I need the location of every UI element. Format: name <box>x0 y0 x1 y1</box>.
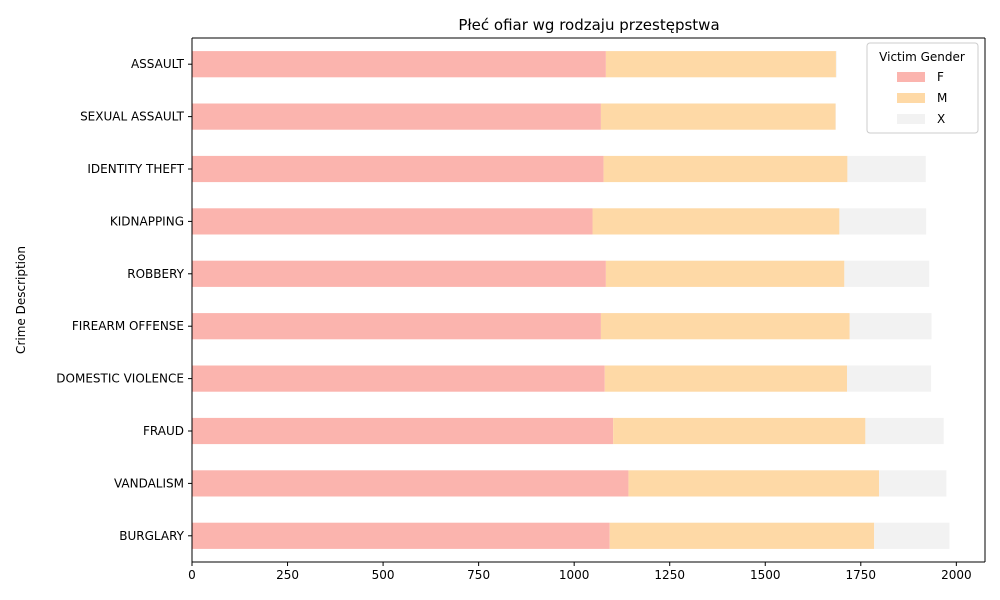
y-tick-label: ROBBERY <box>127 267 184 281</box>
legend-items: FMX <box>897 70 947 126</box>
y-tick-label: IDENTITY THEFT <box>87 162 184 176</box>
x-tick-label: 0 <box>188 568 196 582</box>
bar-kidnapping-x <box>839 208 927 235</box>
bar-assault-f <box>192 51 606 78</box>
bar-identity-theft-x <box>847 155 926 183</box>
bar-vandalism-f <box>192 470 629 497</box>
y-axis-label: Crime Description <box>14 246 28 354</box>
bar-robbery-f <box>192 260 606 287</box>
bar-fraud-x <box>865 417 944 445</box>
bar-domestic-violence-x <box>847 365 932 392</box>
bar-assault-x <box>835 51 837 78</box>
bar-vandalism-x <box>879 470 947 497</box>
legend-frame <box>866 42 979 134</box>
bar-kidnapping-m <box>592 208 840 235</box>
bar-vandalism-m <box>628 470 880 497</box>
legend-swatch-f <box>897 72 925 82</box>
bar-domestic-violence-f <box>192 365 605 392</box>
bar-fraud-f <box>192 417 614 445</box>
y-tick-label: KIDNAPPING <box>110 214 184 228</box>
bar-firearm-offense-m <box>600 313 850 340</box>
bar-sexual-assault-f <box>192 103 601 130</box>
y-axis-ticks: BURGLARY VANDALISM FRAUD DOMESTIC VIOLENCE F… <box>56 57 192 543</box>
legend-label-m: M <box>937 91 947 105</box>
bar-firearm-offense-f <box>192 313 601 340</box>
x-tick-label: 250 <box>276 568 299 582</box>
legend-swatch-x <box>897 114 925 124</box>
x-tick-label: 1750 <box>846 568 877 582</box>
x-tick-label: 500 <box>372 568 395 582</box>
y-tick-label: VANDALISM <box>114 476 184 490</box>
bar-domestic-violence-m <box>604 365 848 392</box>
bar-assault-m <box>605 51 836 78</box>
y-tick-label: SEXUAL ASSAULT <box>80 110 185 124</box>
plot-area <box>191 37 986 563</box>
bar-burglary-m <box>609 522 875 549</box>
legend: Victim Gender FMX <box>866 42 979 134</box>
legend-label-f: F <box>937 70 944 84</box>
legend-label-x: X <box>937 112 945 126</box>
x-tick-label: 750 <box>467 568 490 582</box>
legend-swatch-m <box>897 93 925 103</box>
x-tick-label: 1500 <box>750 568 781 582</box>
y-tick-label: FIREARM OFFENSE <box>72 319 184 333</box>
y-tick-label: BURGLARY <box>119 529 184 543</box>
x-tick-label: 2000 <box>941 568 972 582</box>
y-tick-label: DOMESTIC VIOLENCE <box>56 372 184 386</box>
bar-burglary-x <box>874 522 950 549</box>
bar-sexual-assault-m <box>600 103 836 130</box>
bar-robbery-x <box>844 260 930 287</box>
bar-identity-theft-m <box>603 155 848 183</box>
bar-kidnapping-f <box>192 208 593 235</box>
bar-fraud-m <box>613 417 866 445</box>
x-axis-ticks: 0 250 500 750 1000 1250 1500 1750 2000 <box>188 562 972 582</box>
legend-title: Victim Gender <box>879 50 965 64</box>
y-tick-label: FRAUD <box>143 424 184 438</box>
chart-title: Płeć ofiar wg rodzaju przestępstwa <box>458 16 719 34</box>
y-tick-label: ASSAULT <box>131 57 185 71</box>
bar-burglary-f <box>192 522 610 549</box>
bar-identity-theft-f <box>192 155 604 183</box>
x-tick-label: 1000 <box>559 568 590 582</box>
bar-robbery-m <box>605 260 845 287</box>
bar-firearm-offense-x <box>849 313 932 340</box>
x-tick-label: 1250 <box>654 568 685 582</box>
